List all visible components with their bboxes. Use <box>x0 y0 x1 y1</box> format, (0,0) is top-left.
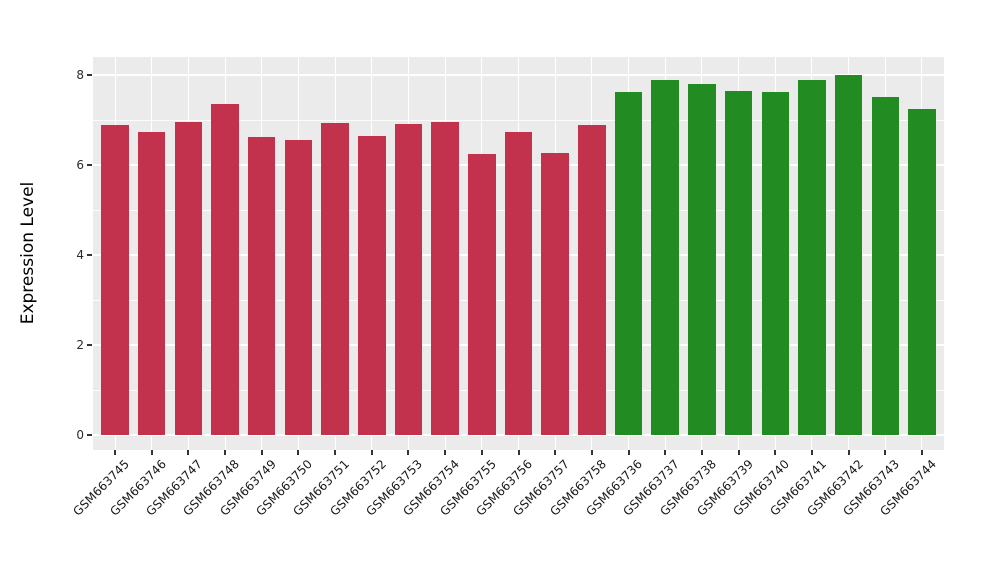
y-tick-label: 4 <box>76 248 84 262</box>
bar <box>688 84 716 435</box>
bar <box>908 109 936 435</box>
bar <box>871 97 900 435</box>
y-tick-label: 0 <box>76 428 84 442</box>
bar <box>394 124 423 435</box>
y-tick-label: 2 <box>76 338 84 352</box>
x-axis-tick <box>114 450 116 455</box>
x-axis-tick <box>407 450 410 455</box>
y-axis-title: Expression Level <box>18 181 38 325</box>
x-axis-tick <box>554 450 557 455</box>
bar <box>321 122 349 435</box>
y-axis-tick <box>87 434 92 436</box>
x-axis-tick <box>224 450 227 455</box>
major-gridline <box>93 74 944 76</box>
bar <box>101 124 129 435</box>
x-axis-tick <box>517 450 520 455</box>
bar <box>468 154 496 435</box>
x-axis-tick <box>480 450 483 455</box>
x-axis-tick <box>737 450 740 455</box>
x-axis-tick <box>627 450 630 455</box>
x-axis-tick <box>920 450 923 455</box>
bar <box>174 122 203 435</box>
x-axis-tick <box>774 450 777 455</box>
bar <box>614 92 643 435</box>
major-gridline <box>93 434 944 436</box>
bar <box>247 137 276 435</box>
bar <box>541 153 569 435</box>
bar <box>651 79 679 435</box>
bar <box>578 124 606 435</box>
y-tick-label: 6 <box>76 158 84 172</box>
x-axis-tick <box>810 450 813 455</box>
y-axis-tick <box>87 74 92 76</box>
x-axis-tick <box>187 450 190 455</box>
y-axis-tick <box>87 164 92 166</box>
x-axis-tick <box>884 450 887 455</box>
bar <box>834 75 863 435</box>
x-axis-tick <box>847 450 850 455</box>
bar <box>504 132 533 435</box>
y-axis-tick <box>87 344 92 346</box>
minor-gridline <box>93 119 944 121</box>
x-axis-tick <box>370 450 373 455</box>
x-axis-tick <box>590 450 593 455</box>
bar <box>358 135 386 435</box>
x-axis-tick <box>664 450 667 455</box>
bar <box>284 140 313 435</box>
y-tick-label: 8 <box>76 68 84 82</box>
bar <box>761 92 790 435</box>
y-axis-tick <box>87 254 92 256</box>
bar <box>798 79 826 435</box>
bar <box>431 121 459 435</box>
x-axis-tick <box>150 450 153 455</box>
x-axis-tick <box>444 450 447 455</box>
x-axis-tick <box>700 450 703 455</box>
x-axis-tick <box>260 450 263 455</box>
bar <box>137 132 166 435</box>
bar <box>211 103 239 435</box>
x-axis-tick <box>297 450 300 455</box>
bar <box>724 91 753 435</box>
x-axis-tick <box>334 450 337 455</box>
